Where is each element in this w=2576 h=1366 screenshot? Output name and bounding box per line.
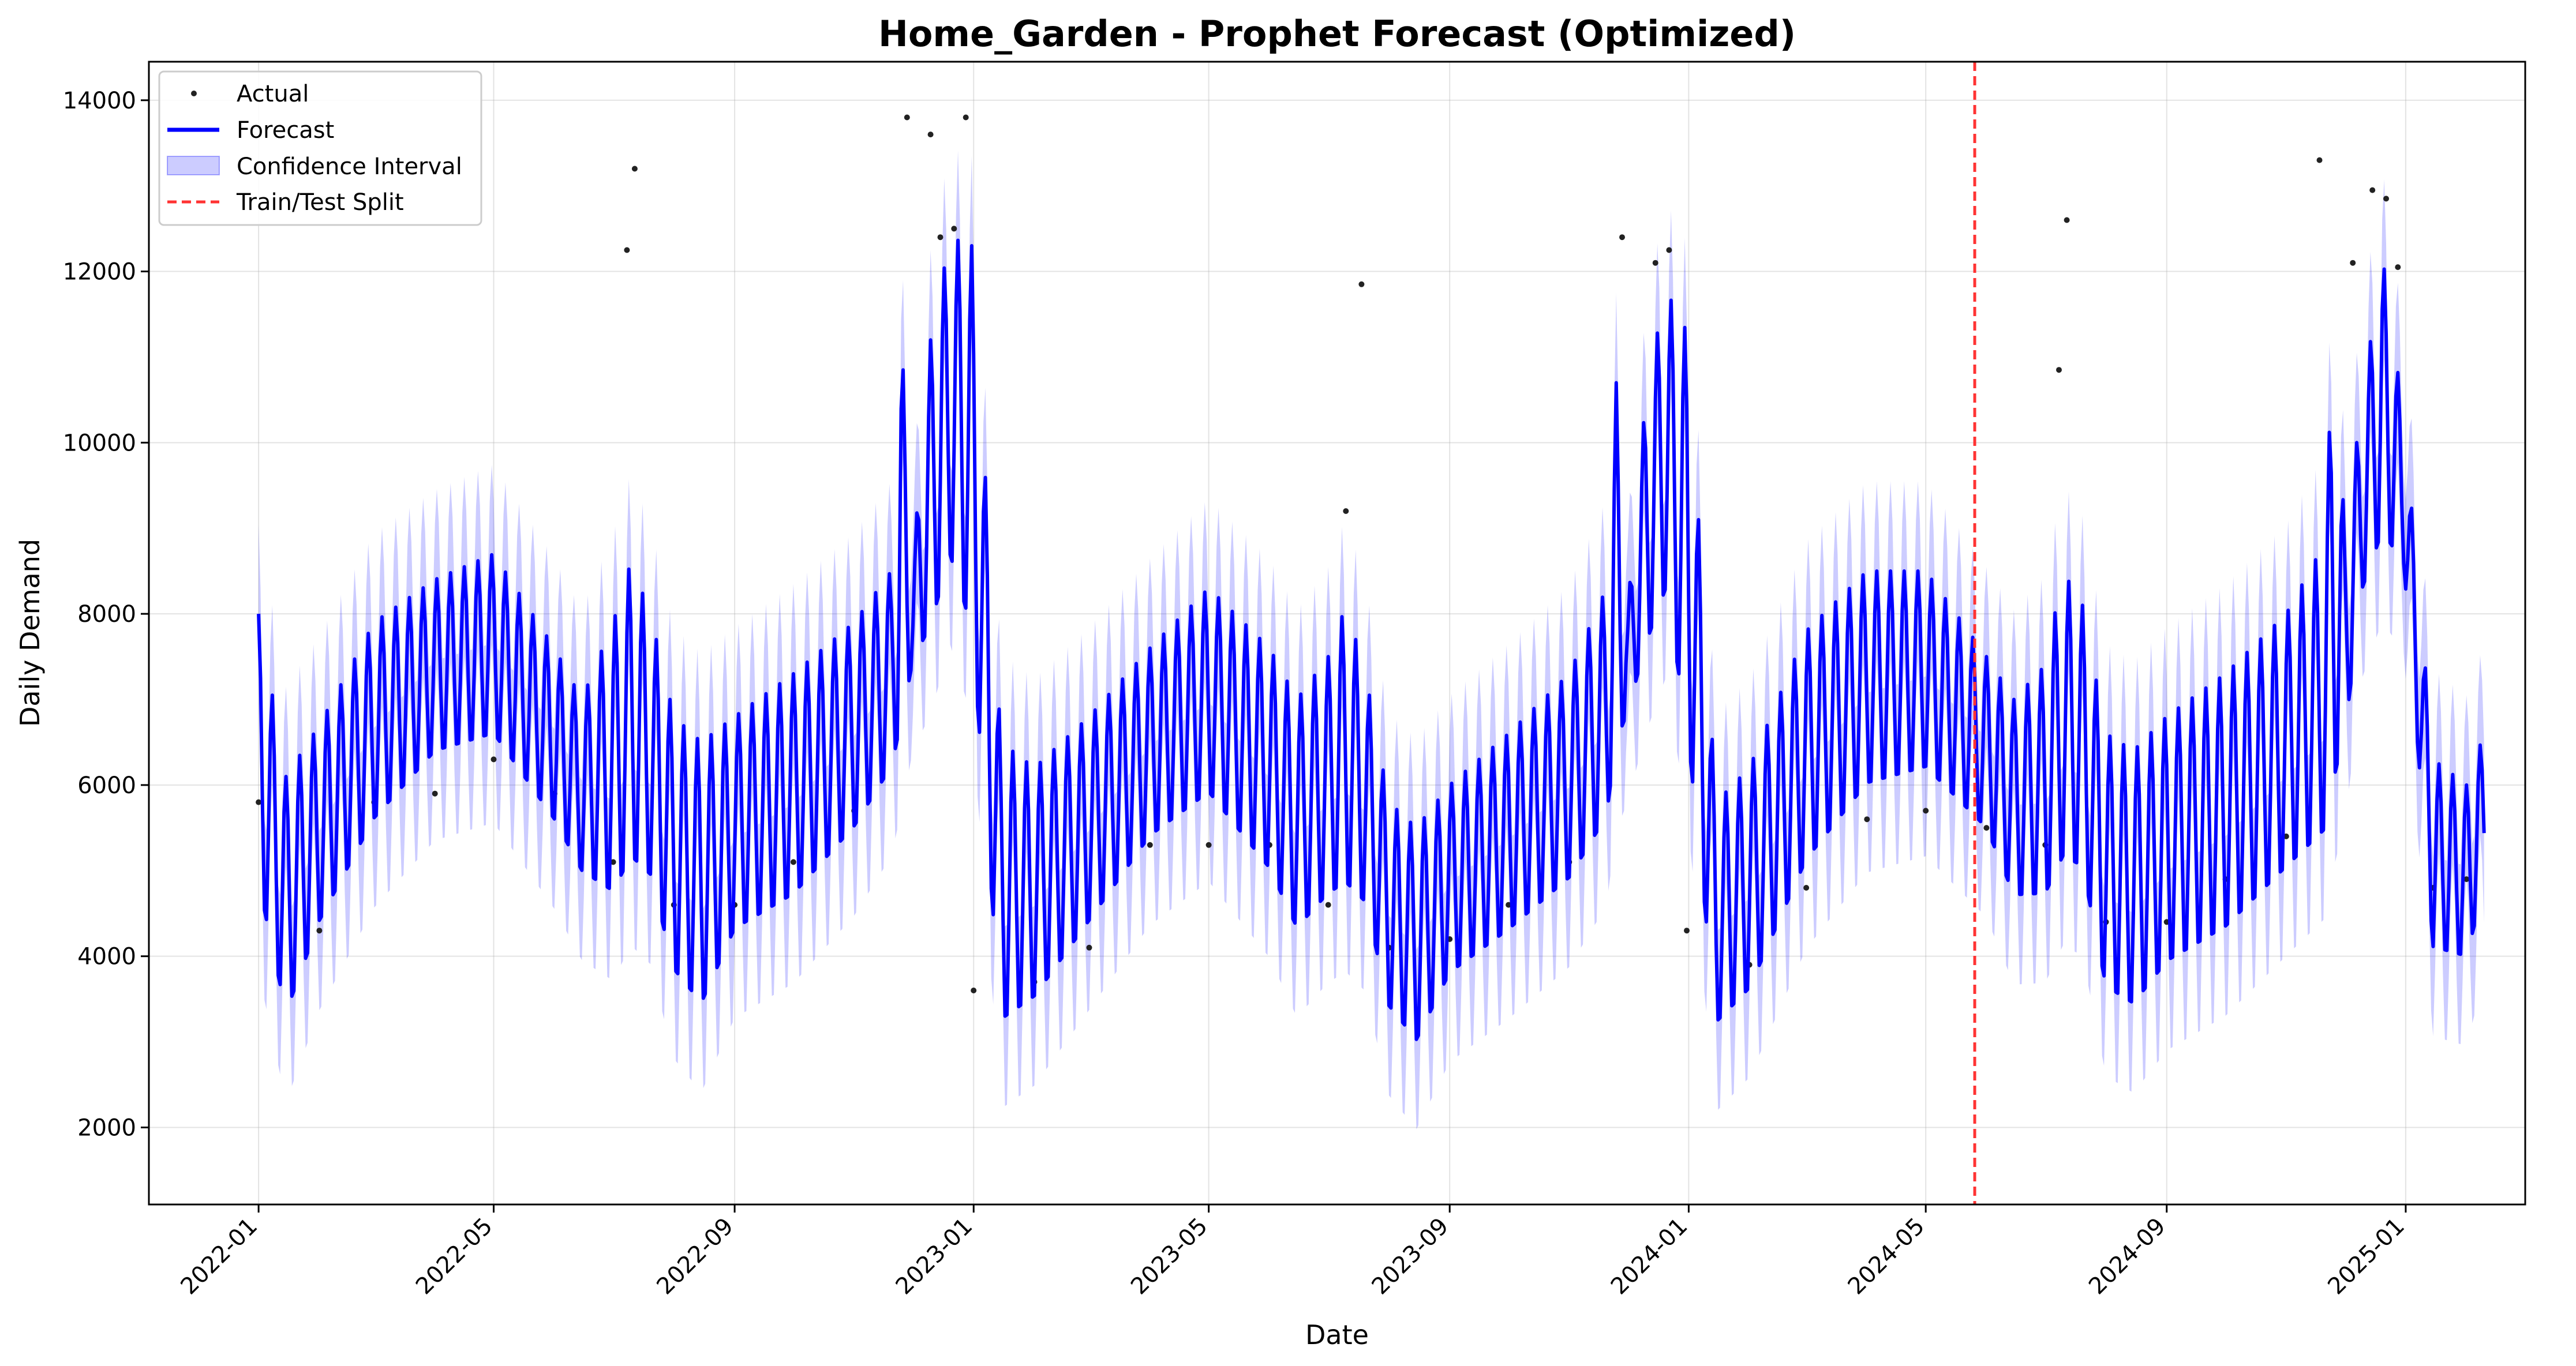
x-tick-label-0: 2022-01 [175, 1213, 263, 1300]
actual-point [951, 226, 957, 232]
actual-point [1147, 842, 1153, 848]
y-tick-label-6: 14000 [63, 88, 136, 114]
actual-point [2064, 217, 2070, 223]
legend-actual-marker [191, 91, 197, 96]
legend-forecast-label: Forecast [237, 117, 334, 144]
actual-point [631, 166, 638, 172]
actual-point [1803, 885, 1810, 891]
forecast-series-line [257, 238, 2486, 1041]
actual-point [491, 756, 497, 763]
x-tick-label-7: 2024-05 [1843, 1213, 1930, 1300]
actual-point [2283, 833, 2289, 839]
actual-point [256, 799, 262, 805]
actual-point [1325, 902, 1331, 908]
x-tick-label-2: 2022-09 [652, 1213, 739, 1300]
confidence-interval-band [259, 150, 2484, 1129]
legend-split-label: Train/Test Split [236, 189, 404, 216]
actual-point [316, 928, 323, 934]
actual-point [1205, 842, 1212, 848]
legend-box [158, 70, 482, 226]
forecast-line [257, 238, 2486, 1041]
y-tick-label-5: 12000 [63, 259, 136, 286]
actual-point [904, 114, 910, 121]
actual-point [927, 132, 934, 138]
actual-point [1652, 260, 1658, 266]
actual-point [2056, 367, 2062, 373]
actual-point [2316, 157, 2323, 163]
legend: Actual Forecast Confidence Interval Trai… [158, 70, 482, 226]
actual-point [790, 859, 796, 865]
y-tick-label-3: 8000 [77, 601, 136, 628]
x-axis-ticks: 2022-01 2022-05 2022-09 2023-01 2023-05 2023-… [175, 1204, 2410, 1300]
legend-ci-label: Confidence Interval [237, 153, 462, 180]
actual-point [2350, 260, 2356, 266]
actual-point [1684, 928, 1690, 934]
y-tick-label-4: 10000 [63, 430, 136, 456]
actual-point [432, 790, 438, 797]
y-tick-label-0: 2000 [77, 1114, 136, 1141]
legend-actual-label: Actual [237, 81, 309, 107]
actual-point [2463, 876, 2470, 883]
actual-point [1923, 808, 1929, 814]
x-tick-label-6: 2024-01 [1606, 1213, 1693, 1300]
chart-title: Home_Garden - Prophet Forecast (Optimize… [878, 13, 1796, 55]
actual-point [2383, 196, 2389, 202]
actual-point [1983, 825, 1990, 831]
actual-point [971, 988, 977, 993]
x-tick-label-5: 2023-09 [1367, 1213, 1454, 1300]
x-tick-label-3: 2023-01 [891, 1213, 978, 1300]
actual-point [1619, 234, 1625, 241]
x-tick-label-9: 2025-01 [2323, 1213, 2410, 1300]
actual-point [963, 114, 969, 121]
x-tick-label-8: 2024-09 [2084, 1213, 2171, 1300]
actual-point [1506, 902, 1512, 908]
y-tick-label-2: 6000 [77, 772, 136, 799]
legend-ci-marker [167, 156, 220, 175]
x-axis-label: Date [1305, 1319, 1369, 1350]
confidence-interval-area [259, 150, 2484, 1129]
actual-point [1086, 944, 1092, 951]
actual-point [2395, 264, 2401, 271]
x-tick-label-1: 2022-05 [411, 1213, 498, 1300]
actual-point [1666, 247, 1672, 253]
y-tick-label-1: 4000 [77, 944, 136, 970]
actual-point [1343, 508, 1349, 514]
y-axis-ticks: 2000 4000 6000 8000 10000 12000 14000 [63, 88, 149, 1141]
actual-point [610, 859, 616, 865]
actual-point [624, 247, 630, 253]
actual-point [2369, 187, 2376, 193]
plot-frame [148, 61, 2526, 1206]
actual-point [1864, 816, 1870, 823]
actual-point [937, 234, 943, 241]
y-axis-label: Daily Demand [14, 539, 46, 727]
actual-point [1358, 281, 1365, 287]
x-tick-label-4: 2023-05 [1126, 1213, 1213, 1300]
